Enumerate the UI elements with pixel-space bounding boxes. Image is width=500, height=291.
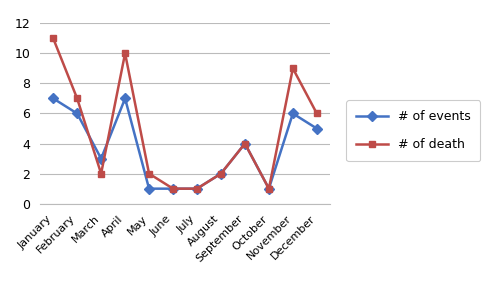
- # of death: [266, 187, 272, 190]
- # of death: [194, 187, 200, 190]
- # of death: [218, 172, 224, 175]
- # of events: [218, 172, 224, 175]
- # of death: [170, 187, 176, 190]
- # of events: [194, 187, 200, 190]
- Line: # of death: # of death: [50, 35, 320, 192]
- # of death: [50, 37, 56, 40]
- Legend: # of events, # of death: # of events, # of death: [346, 100, 480, 162]
- # of death: [146, 172, 152, 175]
- # of death: [290, 67, 296, 70]
- # of events: [74, 112, 80, 115]
- # of events: [98, 157, 104, 160]
- # of events: [290, 112, 296, 115]
- # of death: [122, 52, 128, 55]
- # of death: [242, 142, 248, 145]
- # of events: [314, 127, 320, 130]
- # of events: [242, 142, 248, 145]
- Line: # of events: # of events: [50, 95, 320, 192]
- # of death: [74, 97, 80, 100]
- # of events: [170, 187, 176, 190]
- # of death: [314, 112, 320, 115]
- # of events: [122, 97, 128, 100]
- # of death: [98, 172, 104, 175]
- # of events: [50, 97, 56, 100]
- # of events: [266, 187, 272, 190]
- # of events: [146, 187, 152, 190]
